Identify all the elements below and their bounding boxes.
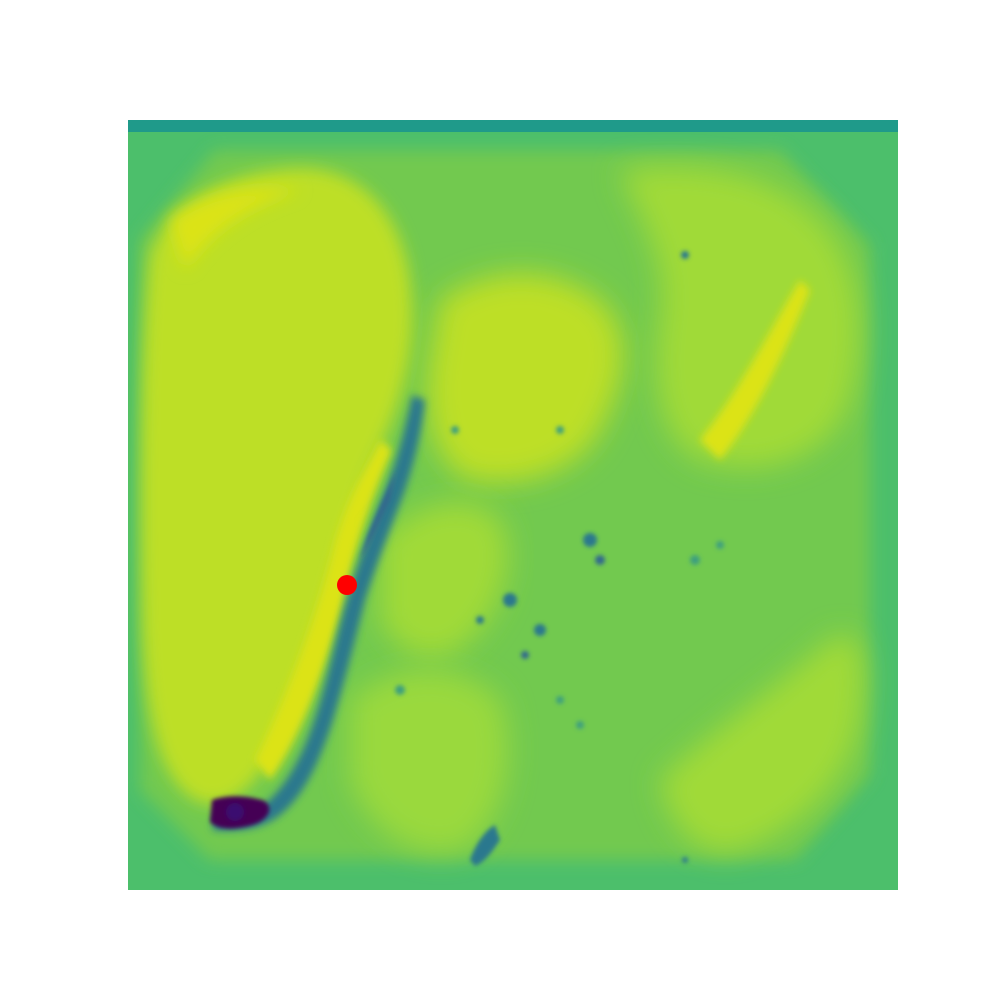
heatmap-dark-core [360,470,396,560]
heatmap-left-highlight [170,188,300,270]
heatmap-lower-center [380,502,509,658]
heatmap-right-region [620,166,860,468]
heatmap-texture-spots [395,251,724,863]
heatmap-central-region [427,273,624,483]
marker-point [337,575,357,595]
heatmap-right-ridge [700,280,810,460]
heatmap-top-band [128,120,898,132]
heatmap-bottom-blob [470,825,500,866]
heatmap-dark-tip-center [226,803,244,821]
heatmap-left-lobe [140,168,413,805]
heatmap-left-ridge [255,440,392,780]
heatmap-image [128,120,898,890]
heatmap-lower-right [660,634,864,852]
heatmap-bottom-left-fill [350,670,508,852]
heatmap-dark-streak [212,395,425,831]
